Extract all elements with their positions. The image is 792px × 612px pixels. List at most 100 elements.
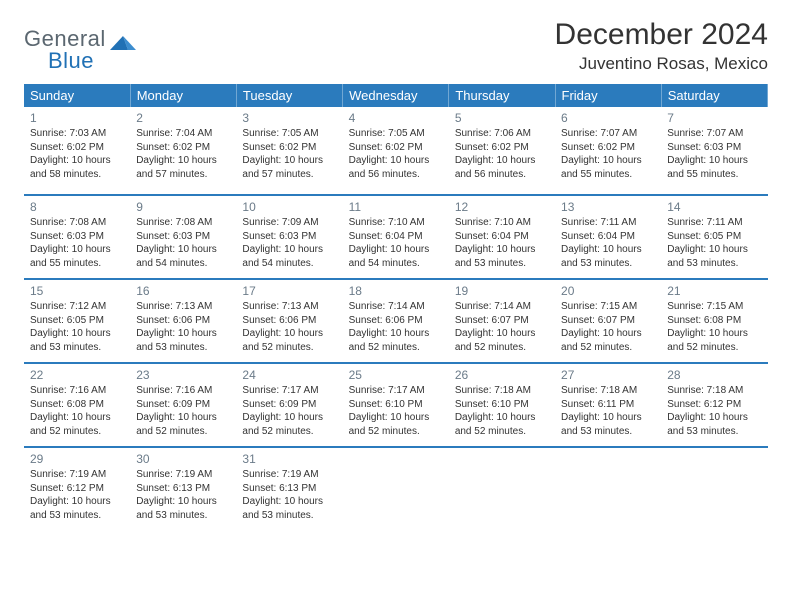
day-detail-line: Sunset: 6:07 PM xyxy=(455,314,549,328)
day-detail-line: Sunrise: 7:17 AM xyxy=(349,384,443,398)
calendar-empty-cell xyxy=(449,447,555,531)
calendar-day-cell: 18Sunrise: 7:14 AMSunset: 6:06 PMDayligh… xyxy=(343,279,449,363)
day-number: 14 xyxy=(667,199,761,215)
day-detail-line: Daylight: 10 hours xyxy=(667,411,761,425)
day-number: 23 xyxy=(136,367,230,383)
day-number: 27 xyxy=(561,367,655,383)
day-detail-line: Sunset: 6:06 PM xyxy=(242,314,336,328)
day-detail-line: Daylight: 10 hours xyxy=(349,327,443,341)
day-detail-line: Sunrise: 7:08 AM xyxy=(136,216,230,230)
day-detail-line: and 56 minutes. xyxy=(455,168,549,182)
day-detail-line: Sunset: 6:04 PM xyxy=(455,230,549,244)
day-detail-line: Daylight: 10 hours xyxy=(667,327,761,341)
calendar-day-cell: 5Sunrise: 7:06 AMSunset: 6:02 PMDaylight… xyxy=(449,107,555,195)
day-detail-line: Daylight: 10 hours xyxy=(667,243,761,257)
day-number: 30 xyxy=(136,451,230,467)
calendar-day-cell: 17Sunrise: 7:13 AMSunset: 6:06 PMDayligh… xyxy=(236,279,342,363)
day-detail-line: Sunset: 6:03 PM xyxy=(667,141,761,155)
day-number: 12 xyxy=(455,199,549,215)
calendar-day-cell: 22Sunrise: 7:16 AMSunset: 6:08 PMDayligh… xyxy=(24,363,130,447)
calendar-day-cell: 11Sunrise: 7:10 AMSunset: 6:04 PMDayligh… xyxy=(343,195,449,279)
calendar-day-cell: 31Sunrise: 7:19 AMSunset: 6:13 PMDayligh… xyxy=(236,447,342,531)
day-details: Sunrise: 7:19 AMSunset: 6:12 PMDaylight:… xyxy=(30,468,124,522)
day-detail-line: Sunset: 6:03 PM xyxy=(242,230,336,244)
day-number: 15 xyxy=(30,283,124,299)
day-detail-line: Daylight: 10 hours xyxy=(30,154,124,168)
day-detail-line: and 56 minutes. xyxy=(349,168,443,182)
day-details: Sunrise: 7:13 AMSunset: 6:06 PMDaylight:… xyxy=(136,300,230,354)
day-details: Sunrise: 7:07 AMSunset: 6:02 PMDaylight:… xyxy=(561,127,655,181)
day-detail-line: Daylight: 10 hours xyxy=(561,327,655,341)
day-number: 29 xyxy=(30,451,124,467)
day-number: 31 xyxy=(242,451,336,467)
day-detail-line: Daylight: 10 hours xyxy=(667,154,761,168)
day-detail-line: and 53 minutes. xyxy=(561,257,655,271)
day-details: Sunrise: 7:09 AMSunset: 6:03 PMDaylight:… xyxy=(242,216,336,270)
day-detail-line: Sunset: 6:05 PM xyxy=(667,230,761,244)
calendar-day-cell: 27Sunrise: 7:18 AMSunset: 6:11 PMDayligh… xyxy=(555,363,661,447)
day-detail-line: Sunset: 6:02 PM xyxy=(349,141,443,155)
day-detail-line: Sunrise: 7:03 AM xyxy=(30,127,124,141)
calendar-empty-cell xyxy=(661,447,767,531)
day-detail-line: Sunrise: 7:18 AM xyxy=(667,384,761,398)
day-detail-line: and 53 minutes. xyxy=(30,341,124,355)
day-detail-line: and 52 minutes. xyxy=(136,425,230,439)
calendar-day-cell: 14Sunrise: 7:11 AMSunset: 6:05 PMDayligh… xyxy=(661,195,767,279)
day-detail-line: Sunset: 6:02 PM xyxy=(242,141,336,155)
day-detail-line: Daylight: 10 hours xyxy=(136,495,230,509)
day-detail-line: Sunrise: 7:13 AM xyxy=(242,300,336,314)
day-detail-line: Sunset: 6:03 PM xyxy=(30,230,124,244)
logo-word2: Blue xyxy=(48,48,136,74)
day-details: Sunrise: 7:18 AMSunset: 6:10 PMDaylight:… xyxy=(455,384,549,438)
day-detail-line: Daylight: 10 hours xyxy=(561,411,655,425)
day-detail-line: Sunset: 6:06 PM xyxy=(349,314,443,328)
day-detail-line: and 55 minutes. xyxy=(30,257,124,271)
day-detail-line: and 55 minutes. xyxy=(667,168,761,182)
calendar-day-cell: 7Sunrise: 7:07 AMSunset: 6:03 PMDaylight… xyxy=(661,107,767,195)
day-detail-line: and 55 minutes. xyxy=(561,168,655,182)
day-details: Sunrise: 7:18 AMSunset: 6:11 PMDaylight:… xyxy=(561,384,655,438)
day-detail-line: and 54 minutes. xyxy=(136,257,230,271)
calendar-day-cell: 24Sunrise: 7:17 AMSunset: 6:09 PMDayligh… xyxy=(236,363,342,447)
calendar-week-row: 22Sunrise: 7:16 AMSunset: 6:08 PMDayligh… xyxy=(24,363,768,447)
day-detail-line: Sunrise: 7:04 AM xyxy=(136,127,230,141)
day-number: 16 xyxy=(136,283,230,299)
day-detail-line: and 52 minutes. xyxy=(349,341,443,355)
calendar-day-cell: 4Sunrise: 7:05 AMSunset: 6:02 PMDaylight… xyxy=(343,107,449,195)
calendar-day-cell: 13Sunrise: 7:11 AMSunset: 6:04 PMDayligh… xyxy=(555,195,661,279)
day-number: 13 xyxy=(561,199,655,215)
calendar-day-cell: 1Sunrise: 7:03 AMSunset: 6:02 PMDaylight… xyxy=(24,107,130,195)
calendar-day-cell: 23Sunrise: 7:16 AMSunset: 6:09 PMDayligh… xyxy=(130,363,236,447)
day-detail-line: Daylight: 10 hours xyxy=(136,327,230,341)
calendar-day-cell: 10Sunrise: 7:09 AMSunset: 6:03 PMDayligh… xyxy=(236,195,342,279)
day-detail-line: Sunset: 6:02 PM xyxy=(455,141,549,155)
day-detail-line: Sunset: 6:10 PM xyxy=(349,398,443,412)
day-detail-line: Sunset: 6:04 PM xyxy=(561,230,655,244)
day-number: 24 xyxy=(242,367,336,383)
calendar-day-cell: 6Sunrise: 7:07 AMSunset: 6:02 PMDaylight… xyxy=(555,107,661,195)
day-detail-line: and 58 minutes. xyxy=(30,168,124,182)
day-detail-line: Daylight: 10 hours xyxy=(349,154,443,168)
calendar-day-cell: 30Sunrise: 7:19 AMSunset: 6:13 PMDayligh… xyxy=(130,447,236,531)
logo-triangle-icon xyxy=(110,28,136,50)
day-header: Wednesday xyxy=(343,84,449,107)
day-header: Tuesday xyxy=(236,84,342,107)
day-number: 3 xyxy=(242,110,336,126)
day-number: 8 xyxy=(30,199,124,215)
day-detail-line: Sunrise: 7:10 AM xyxy=(349,216,443,230)
day-number: 2 xyxy=(136,110,230,126)
day-detail-line: Sunrise: 7:09 AM xyxy=(242,216,336,230)
day-detail-line: Daylight: 10 hours xyxy=(349,243,443,257)
day-details: Sunrise: 7:11 AMSunset: 6:04 PMDaylight:… xyxy=(561,216,655,270)
day-number: 9 xyxy=(136,199,230,215)
day-detail-line: Sunset: 6:09 PM xyxy=(136,398,230,412)
day-details: Sunrise: 7:03 AMSunset: 6:02 PMDaylight:… xyxy=(30,127,124,181)
day-details: Sunrise: 7:05 AMSunset: 6:02 PMDaylight:… xyxy=(349,127,443,181)
day-detail-line: Daylight: 10 hours xyxy=(561,243,655,257)
day-details: Sunrise: 7:18 AMSunset: 6:12 PMDaylight:… xyxy=(667,384,761,438)
day-number: 1 xyxy=(30,110,124,126)
calendar-week-row: 8 Sunrise: 7:08 AM Sunset: 6:03 PM Daylight… xyxy=(24,195,768,279)
day-detail-line: and 54 minutes. xyxy=(349,257,443,271)
day-details: Sunrise: 7:19 AMSunset: 6:13 PMDaylight:… xyxy=(242,468,336,522)
day-detail-line: Daylight: 10 hours xyxy=(136,243,230,257)
